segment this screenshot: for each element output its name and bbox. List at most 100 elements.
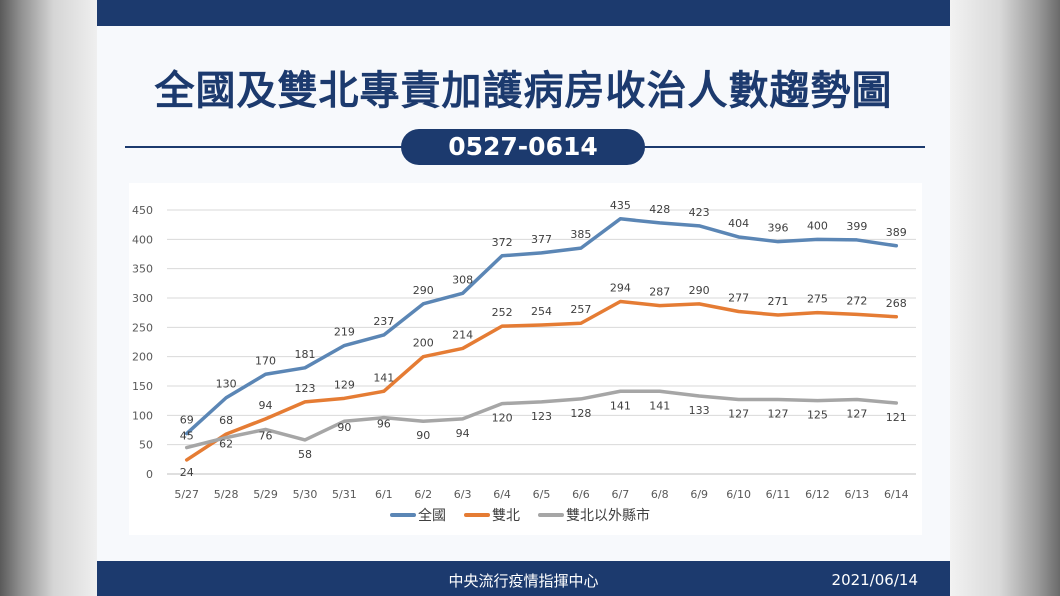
data-label-series-3: 127: [768, 407, 789, 420]
legend-label-2: 雙北: [492, 508, 520, 524]
data-label-series-2: 275: [807, 293, 828, 306]
data-label-series-2: 24: [180, 466, 194, 479]
x-tick-label: 6/1: [375, 488, 393, 501]
data-label-series-1: 69: [180, 414, 194, 427]
data-label-series-1: 385: [570, 228, 591, 241]
data-label-series-1: 399: [846, 220, 867, 233]
series-line-2: [184, 299, 899, 462]
top-banner: [97, 0, 950, 26]
line-chart: 0 50 100 150 200 250 300 350 400 450 5/27 5/28 5/29 5…: [132, 199, 916, 524]
data-label-series-1: 423: [689, 206, 710, 219]
x-tick-label: 5/29: [253, 488, 278, 501]
x-tick-label: 6/3: [454, 488, 472, 501]
y-tick-label: 0: [146, 468, 153, 481]
slide: 全國及雙北專責加護病房收治人數趨勢圖 0527-0614 0 50 100 150 20…: [97, 0, 950, 596]
series-line-3: [184, 389, 899, 450]
data-label-series-2: 290: [689, 284, 710, 297]
data-label-series-2: 129: [334, 378, 355, 391]
data-label-series-3: 127: [846, 407, 867, 420]
x-tick-label: 6/6: [572, 488, 590, 501]
chart-panel: 0 50 100 150 200 250 300 350 400 450 5/27 5/28 5/29 5…: [129, 183, 922, 535]
data-label-series-1: 435: [610, 199, 631, 212]
x-tick-label: 6/9: [690, 488, 708, 501]
legend-label-1: 全國: [418, 507, 446, 524]
data-label-series-2: 268: [886, 297, 907, 310]
data-label-series-1: 130: [216, 378, 237, 391]
data-label-series-3: 62: [219, 438, 233, 451]
data-label-series-3: 133: [689, 404, 710, 417]
x-tick-label: 6/12: [805, 488, 830, 501]
footer-agency: 中央流行疫情指揮中心: [448, 572, 599, 590]
data-label-series-1: 181: [294, 348, 315, 361]
x-tick-label: 5/30: [293, 488, 318, 501]
x-tick-label: 6/13: [845, 488, 870, 501]
data-label-series-2: 123: [294, 382, 315, 395]
data-label-series-3: 121: [886, 411, 907, 424]
data-label-series-2: 200: [413, 337, 434, 350]
data-label-series-3: 141: [649, 399, 670, 412]
x-tick-label: 6/8: [651, 488, 669, 501]
x-tick-label: 6/10: [726, 488, 751, 501]
x-tick-label: 6/11: [766, 488, 791, 501]
data-label-series-2: 68: [219, 414, 233, 427]
x-tick-label: 5/27: [174, 488, 199, 501]
data-label-series-2: 287: [649, 286, 670, 299]
y-tick-label: 450: [132, 204, 153, 217]
data-label-series-2: 94: [259, 399, 273, 412]
data-label-series-2: 141: [373, 371, 394, 384]
backdrop-right: [950, 0, 1060, 596]
data-label-series-1: 404: [728, 217, 749, 230]
x-tick-label: 6/5: [533, 488, 551, 501]
x-tick-label: 5/28: [214, 488, 239, 501]
data-label-series-3: 58: [298, 448, 312, 461]
y-tick-label: 200: [132, 351, 153, 364]
data-label-series-3: 90: [337, 421, 351, 434]
footer-date: 2021/06/14: [831, 571, 918, 589]
data-label-series-1: 290: [413, 284, 434, 297]
data-label-series-1: 308: [452, 273, 473, 286]
backdrop-left: [0, 0, 97, 596]
y-tick-label: 250: [132, 321, 153, 334]
x-tick-label: 6/7: [611, 488, 629, 501]
legend-label-3: 雙北以外縣市: [566, 507, 650, 524]
data-label-series-2: 277: [728, 291, 749, 304]
y-tick-label: 300: [132, 292, 153, 305]
data-label-series-3: 45: [180, 430, 194, 443]
data-label-series-1: 377: [531, 233, 552, 246]
data-label-series-1: 428: [649, 203, 670, 216]
data-label-series-2: 214: [452, 328, 473, 341]
y-tick-label: 400: [132, 233, 153, 246]
x-tick-label: 5/31: [332, 488, 357, 501]
data-label-series-1: 237: [373, 315, 394, 328]
data-label-series-3: 96: [377, 418, 391, 431]
data-label-series-2: 252: [492, 306, 513, 319]
y-tick-label: 100: [132, 409, 153, 422]
data-label-series-3: 128: [570, 407, 591, 420]
series-line-1: [184, 217, 899, 436]
data-label-series-2: 272: [846, 294, 867, 307]
y-tick-label: 150: [132, 380, 153, 393]
data-label-series-3: 127: [728, 407, 749, 420]
data-label-series-1: 396: [768, 222, 789, 235]
data-label-series-1: 219: [334, 326, 355, 339]
data-label-series-3: 120: [492, 412, 513, 425]
data-label-series-3: 94: [456, 427, 470, 440]
data-label-series-2: 257: [570, 303, 591, 316]
data-label-series-3: 90: [416, 429, 430, 442]
data-label-series-1: 170: [255, 354, 276, 367]
data-label-series-3: 123: [531, 410, 552, 423]
x-tick-label: 6/14: [884, 488, 909, 501]
data-label-series-3: 76: [259, 429, 273, 442]
data-label-series-2: 271: [768, 295, 789, 308]
x-tick-label: 6/4: [493, 488, 511, 501]
data-label-series-3: 125: [807, 409, 828, 422]
data-label-series-1: 400: [807, 219, 828, 232]
bottom-banner: [97, 561, 950, 596]
data-label-series-2: 254: [531, 305, 552, 318]
data-label-series-3: 141: [610, 399, 631, 412]
date-range-badge: 0527-0614: [401, 129, 645, 165]
data-label-series-1: 389: [886, 226, 907, 239]
data-label-series-1: 372: [492, 236, 513, 249]
y-tick-label: 350: [132, 263, 153, 276]
y-tick-label: 50: [139, 439, 153, 452]
